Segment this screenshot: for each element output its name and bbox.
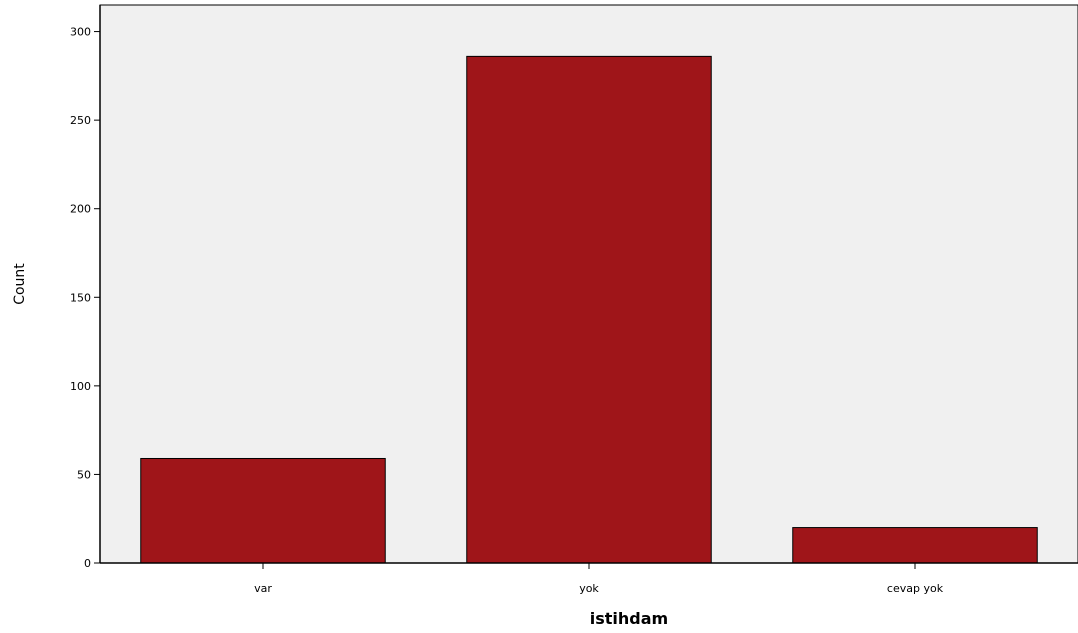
x-tick-label: yok xyxy=(579,582,599,595)
bar-var xyxy=(140,457,386,564)
bar-cevap-yok xyxy=(792,527,1038,564)
y-tick-label: 100 xyxy=(70,380,91,393)
x-axis: var yok cevap yok xyxy=(254,563,944,595)
bars xyxy=(140,55,1038,564)
y-axis-title: Count xyxy=(12,263,28,305)
x-axis-title: istihdam xyxy=(590,609,668,628)
y-tick-label: 200 xyxy=(70,203,91,216)
y-tick-label: 0 xyxy=(84,557,91,570)
y-tick-label: 50 xyxy=(77,468,91,481)
x-tick-label: var xyxy=(254,582,272,595)
y-tick-label: 250 xyxy=(70,114,91,127)
y-tick-label: 300 xyxy=(70,26,91,39)
x-tick-label: cevap yok xyxy=(887,582,944,595)
y-axis: 0 50 100 150 200 250 300 xyxy=(70,26,100,570)
bar-yok xyxy=(466,55,712,564)
y-tick-label: 150 xyxy=(70,291,91,304)
